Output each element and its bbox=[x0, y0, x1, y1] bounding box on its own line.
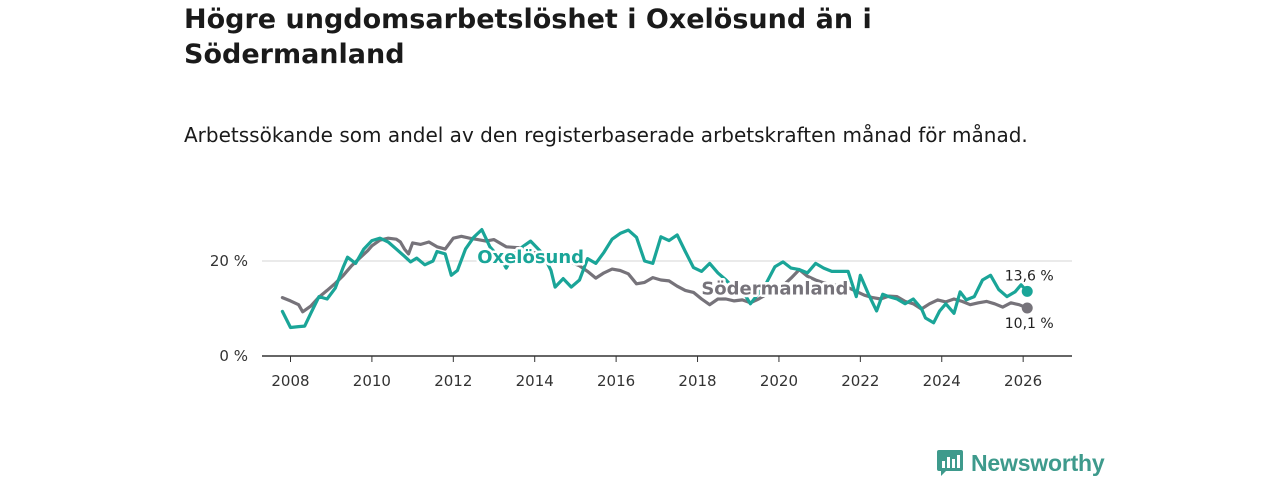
chart-title: Högre ungdomsarbetslöshet i Oxelösund än… bbox=[184, 4, 872, 70]
x-tick-label: 2008 bbox=[271, 372, 309, 390]
newsworthy-logo-icon bbox=[937, 450, 963, 476]
series-end-label: 13,6 % bbox=[1005, 268, 1054, 284]
x-tick-label: 2014 bbox=[516, 372, 554, 390]
brand-logo[interactable]: Newsworthy bbox=[937, 448, 1105, 478]
series-end-point bbox=[1021, 302, 1033, 314]
x-tick-label: 2024 bbox=[923, 372, 961, 390]
y-tick-label: 0 % bbox=[219, 347, 248, 365]
series-labels: 10,1 % 13,6 % Oxelösund Södermanland bbox=[475, 245, 1054, 332]
axis: 0 % 20 % 2008 2010 2012 2014 2016 2018 2020 2022 2… bbox=[210, 252, 1072, 390]
x-tick-label: 2016 bbox=[597, 372, 635, 390]
x-tick-label: 2018 bbox=[678, 372, 716, 390]
chart-subtitle: Arbetssökande som andel av den registerb… bbox=[184, 123, 1028, 147]
y-tick-label: 20 % bbox=[210, 252, 248, 270]
x-tick-label: 2022 bbox=[841, 372, 879, 390]
x-tick-label: 2010 bbox=[353, 372, 391, 390]
series-line-s-dermanland bbox=[280, 234, 1029, 314]
series-lines bbox=[280, 228, 1033, 330]
series-name-label: Södermanland bbox=[701, 279, 848, 300]
series-line-oxel-sund bbox=[280, 228, 1029, 330]
x-tick-label: 2026 bbox=[1004, 372, 1042, 390]
brand-name: Newsworthy bbox=[971, 449, 1105, 476]
x-tick-label: 2012 bbox=[434, 372, 472, 390]
x-tick-label: 2020 bbox=[760, 372, 798, 390]
series-end-label: 10,1 % bbox=[1005, 316, 1054, 332]
series-end-point bbox=[1021, 285, 1033, 297]
series-name-label: Oxelösund bbox=[477, 247, 584, 268]
